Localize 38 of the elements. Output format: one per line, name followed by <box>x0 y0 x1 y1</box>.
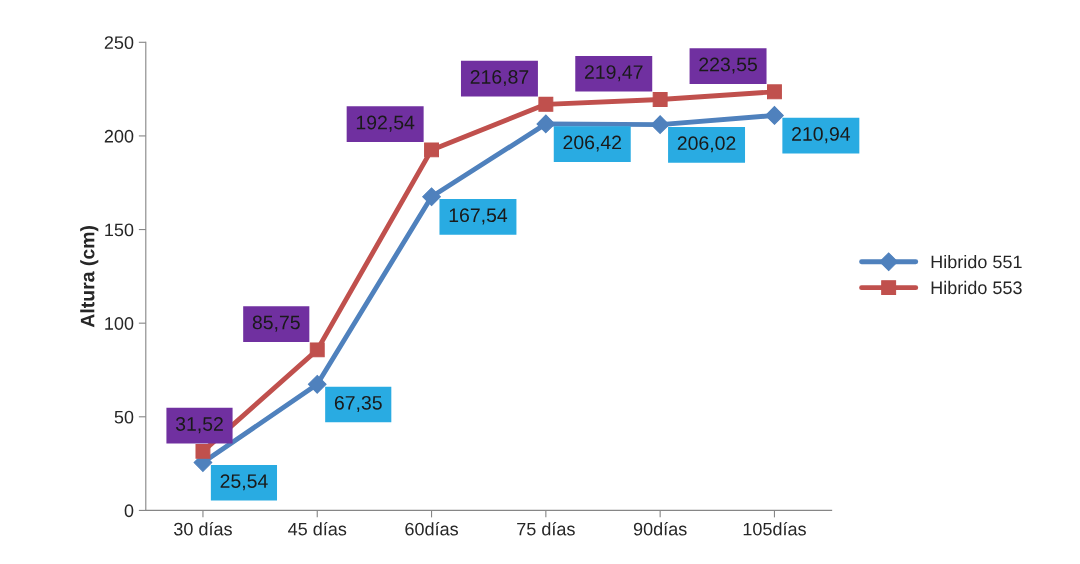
point <box>424 142 440 158</box>
x-tick-label: 45 días <box>288 522 347 536</box>
point <box>765 106 784 125</box>
x-tick-label: 75 días <box>517 522 575 536</box>
point <box>766 84 782 100</box>
x-tick-label: 60días <box>405 522 459 536</box>
data-label: 167,54 <box>449 208 508 225</box>
data-label: 210,94 <box>792 127 851 144</box>
point <box>536 114 556 134</box>
point <box>652 92 668 107</box>
point <box>538 96 554 112</box>
x-tick-label: 90días <box>633 522 687 536</box>
point <box>307 374 327 394</box>
point <box>650 115 670 135</box>
legend-label: Hibrido 551 <box>931 255 1022 269</box>
data-label: 219,47 <box>585 65 643 82</box>
y-tick-label: 0 <box>124 504 134 518</box>
y-tick-label: 100 <box>105 317 134 330</box>
y-tick-label: 200 <box>104 129 134 143</box>
data-label: 206,02 <box>677 136 736 153</box>
point <box>309 342 325 358</box>
x-tick-label: 30 días <box>174 522 232 536</box>
data-label: 25,54 <box>220 474 268 491</box>
data-label: 192,54 <box>356 115 415 132</box>
x-tick-label: 105días <box>743 522 806 536</box>
data-label: 31,52 <box>175 417 223 434</box>
point <box>422 187 441 207</box>
y-tick-label: 50 <box>114 410 134 424</box>
y-tick-label: 150 <box>105 223 134 237</box>
legend-label: Hibrido 553 <box>931 280 1022 295</box>
data-label: 223,55 <box>699 57 757 74</box>
data-label: 85,75 <box>252 315 300 332</box>
data-label: 206,42 <box>563 135 622 152</box>
point <box>195 443 211 459</box>
data-label: 67,35 <box>334 395 382 412</box>
y-tick-label: 250 <box>104 36 134 50</box>
y-axis-title: Altura (cm) <box>80 226 99 328</box>
data-label: 216,87 <box>470 70 529 87</box>
